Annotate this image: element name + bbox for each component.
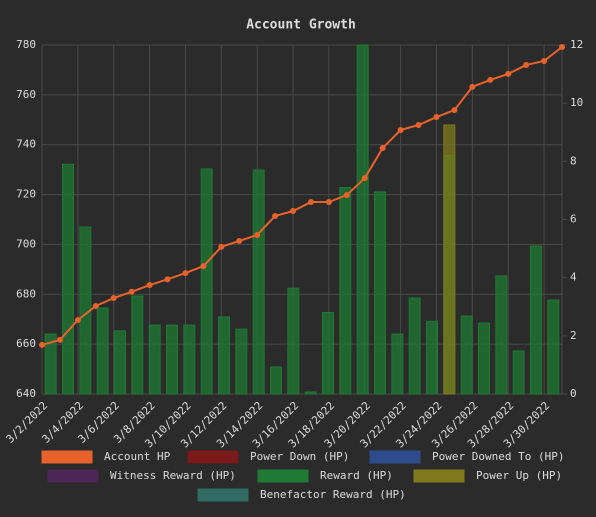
legend-swatch <box>187 450 239 464</box>
bar <box>44 333 57 395</box>
bar <box>478 322 490 395</box>
y2-tick-label: 0 <box>570 387 577 400</box>
bar <box>374 191 386 395</box>
legend-label: Power Up (HP) <box>476 469 562 482</box>
legend-label: Reward (HP) <box>320 469 393 482</box>
bar <box>495 275 508 395</box>
y2-tick-label: 2 <box>570 329 577 342</box>
point <box>74 316 81 323</box>
legend-swatch <box>41 450 93 464</box>
point <box>164 276 171 283</box>
y-tick-label: 760 <box>16 88 36 101</box>
point <box>236 237 243 244</box>
bar <box>547 299 560 395</box>
bar <box>252 169 265 395</box>
point <box>559 43 565 50</box>
y2-tick-label: 4 <box>570 271 577 284</box>
y2-tick-label: 6 <box>570 213 577 226</box>
bar <box>131 295 144 395</box>
bar <box>287 287 300 395</box>
legend-swatch <box>257 469 309 483</box>
bar <box>235 328 248 395</box>
bar <box>200 168 213 395</box>
y-tick-label: 740 <box>16 138 36 151</box>
point <box>182 270 189 277</box>
bar <box>114 330 126 395</box>
point <box>307 199 314 206</box>
point <box>343 192 350 199</box>
bar <box>62 163 74 395</box>
bar <box>408 297 421 395</box>
y2-tick-label: 8 <box>570 154 577 167</box>
legend-label: Witness Reward (HP) <box>110 469 236 482</box>
y-tick-label: 720 <box>16 188 36 201</box>
chart-title: Account Growth <box>246 18 356 33</box>
point <box>128 288 135 295</box>
bar <box>96 307 109 395</box>
legend-label: Power Downed To (HP) <box>432 450 564 463</box>
point <box>56 336 63 343</box>
point <box>487 76 494 83</box>
bar <box>148 324 161 395</box>
legend-swatch <box>197 488 249 502</box>
point <box>469 83 476 90</box>
point <box>379 144 386 151</box>
point <box>92 303 99 310</box>
legend-swatch <box>47 469 99 483</box>
legend-swatch <box>413 469 465 483</box>
bar <box>304 391 317 395</box>
bar <box>530 245 542 395</box>
point <box>254 231 261 238</box>
point <box>110 295 117 302</box>
point <box>39 341 45 348</box>
bar <box>270 366 282 395</box>
point <box>361 175 368 182</box>
legend-label: Power Down (HP) <box>250 450 349 463</box>
point <box>290 208 297 215</box>
point <box>325 199 332 206</box>
bar <box>356 44 369 395</box>
y2-tick-label: 10 <box>570 96 583 109</box>
point <box>541 57 548 64</box>
point <box>433 114 440 121</box>
bar <box>183 324 196 395</box>
y2-tick-label: 12 <box>570 38 583 51</box>
point <box>523 61 530 68</box>
bar <box>512 350 525 395</box>
bar <box>322 312 334 395</box>
point <box>451 107 458 114</box>
y-tick-label: 700 <box>16 237 36 250</box>
bar <box>166 324 178 395</box>
y-tick-label: 640 <box>16 387 36 400</box>
point <box>505 70 512 77</box>
bar <box>426 320 438 395</box>
bar <box>443 124 456 395</box>
y-tick-label: 660 <box>16 337 36 350</box>
point <box>397 127 404 134</box>
legend-label: Benefactor Reward (HP) <box>260 488 406 501</box>
point <box>146 282 153 289</box>
y-tick-label: 780 <box>16 38 36 51</box>
bar <box>218 316 230 395</box>
bar <box>339 187 352 395</box>
line <box>41 46 563 346</box>
point <box>415 122 422 129</box>
legend-swatch <box>369 450 421 464</box>
point <box>272 213 279 220</box>
point <box>218 243 225 250</box>
point <box>200 263 207 270</box>
y-tick-label: 680 <box>16 287 36 300</box>
bar <box>460 315 473 395</box>
legend-label: Account HP <box>104 450 171 463</box>
bar <box>391 333 404 395</box>
